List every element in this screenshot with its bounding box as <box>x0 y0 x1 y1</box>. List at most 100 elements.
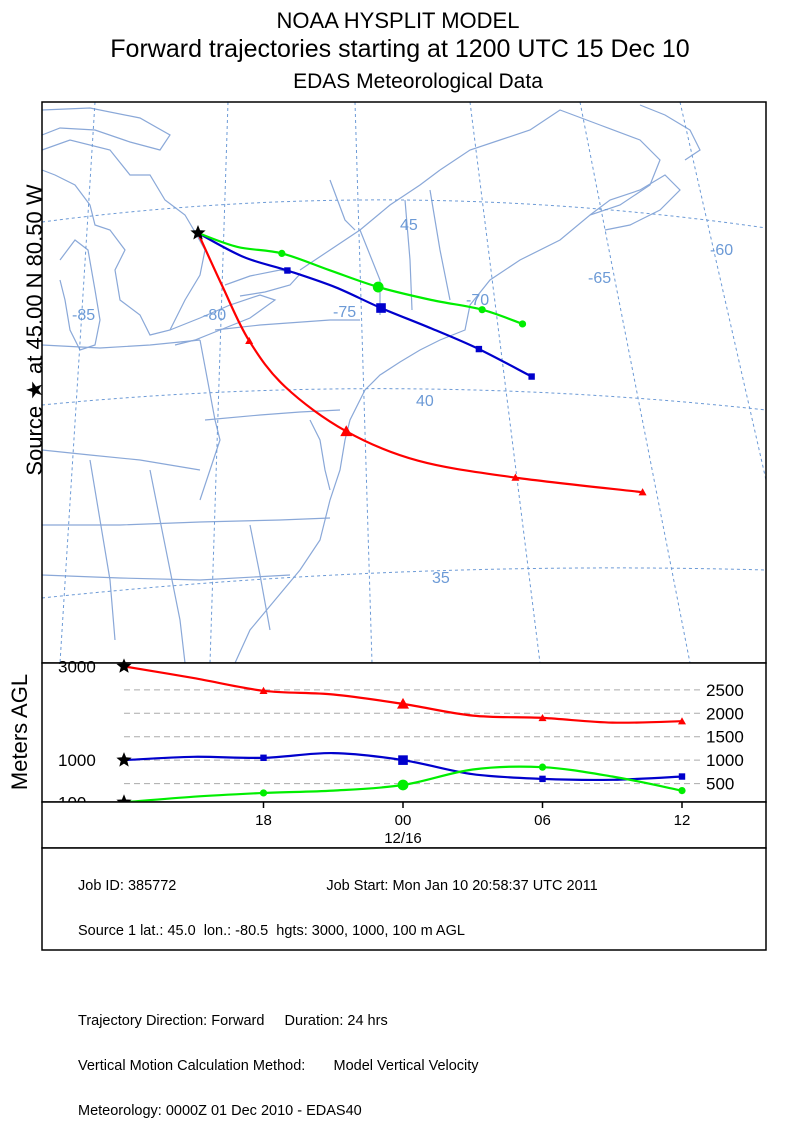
trajectory-chart: 45 40 35 -85 -80 -75 -70 -65 -60 2500 2000 1500 100… <box>41 101 767 951</box>
height-marker-2-8 <box>678 786 686 795</box>
lake-superior-outline <box>41 107 171 151</box>
height-start-star-icon <box>116 752 132 767</box>
height-marker-0-6 <box>538 713 547 722</box>
map-marker-2-4 <box>372 281 384 293</box>
vertical-motion-info-line: Vertical Motion Calculation Method: Mode… <box>78 1058 479 1074</box>
time-tick-12: 12 <box>674 812 691 829</box>
state-line-7 <box>41 574 291 581</box>
map-trajectories <box>190 225 647 496</box>
map-marker-0-6 <box>511 473 520 481</box>
map-boundaries <box>41 104 701 664</box>
state-line-12 <box>249 524 271 631</box>
height-panel: 250020001500100050030001000100 <box>41 657 767 812</box>
st-lawrence-outline <box>299 169 441 271</box>
lon-line-85 <box>59 101 96 664</box>
map-marker-2-6 <box>478 306 486 314</box>
map-trajectory-2 <box>197 231 523 325</box>
lon-label-85: -85 <box>72 307 95 324</box>
height-marker-2-4 <box>397 779 409 791</box>
map-marker-1-6 <box>475 345 483 353</box>
time-tick-labels: 18 00 06 12 12/16 <box>255 802 690 847</box>
state-line-3 <box>214 319 360 331</box>
height-start-star-icon <box>116 658 132 673</box>
state-line-4 <box>204 409 341 421</box>
height-marker-2-2 <box>259 789 268 797</box>
state-line-6 <box>42 517 331 526</box>
lat-line-40 <box>41 388 767 411</box>
right-tick-1000: 1000 <box>706 751 744 770</box>
lon-label-80: -80 <box>203 307 226 324</box>
height-marker-1-8 <box>678 773 686 780</box>
lon-label-75: -75 <box>333 304 356 321</box>
time-tick-06: 06 <box>534 812 551 829</box>
state-line-2 <box>199 339 221 501</box>
left-tick-3000: 3000 <box>58 657 96 676</box>
height-gridlines <box>124 689 700 785</box>
time-axis-panel: 18 00 06 12 12/16 <box>41 801 767 849</box>
lon-label-60: -60 <box>710 242 733 259</box>
source-star-icon <box>190 225 206 240</box>
atlantic-coastline <box>234 109 661 664</box>
job-start: Job Start: Mon Jan 10 20:58:37 UTC 2011 <box>326 878 598 894</box>
map-marker-0-4 <box>340 425 353 437</box>
height-marker-1-2 <box>260 754 267 761</box>
state-line-13 <box>89 459 116 641</box>
map-marker-1-7 <box>528 373 535 380</box>
height-marker-0-4 <box>397 697 409 709</box>
lon-line-60 <box>679 101 767 481</box>
right-tick-2500: 2500 <box>706 681 744 700</box>
lon-line-70 <box>469 101 541 664</box>
lake-erie-outline <box>169 294 277 346</box>
chesapeake-outline <box>309 419 331 491</box>
lake-michigan-outline <box>59 239 101 351</box>
height-axis-label: Meters AGL <box>7 673 32 791</box>
info-panel: Job ID: 385772 Job Start: Mon Jan 10 20:5… <box>78 849 598 1134</box>
map-marker-0-2 <box>245 336 254 345</box>
height-marker-1-6 <box>539 775 546 783</box>
map-graticule-labels: 45 40 35 -85 -80 -75 -70 -65 -60 <box>72 217 733 587</box>
lat-label-45: 45 <box>400 217 418 234</box>
height-marker-1-4 <box>398 755 408 765</box>
chart-subtitle: Forward trajectories starting at 1200 UT… <box>110 35 690 63</box>
provincial-line <box>329 179 356 231</box>
time-tick-18: 18 <box>255 812 272 829</box>
chart-title: NOAA HYSPLIT MODEL <box>276 8 520 33</box>
info-panel-frame <box>41 847 767 951</box>
job-id: Job ID: 385772 <box>78 878 177 894</box>
lat-line-45 <box>41 199 767 229</box>
source-info-line: Source 1 lat.: 45.0 lon.: -80.5 hgts: 30… <box>78 923 465 939</box>
meteorology-info-line: Meteorology: 0000Z 01 Dec 2010 - EDAS40 <box>78 1103 362 1119</box>
map-trajectory-1 <box>197 232 533 378</box>
lat-label-35: 35 <box>432 570 450 587</box>
lon-label-65: -65 <box>588 270 611 287</box>
state-line-10 <box>429 189 451 301</box>
right-tick-1500: 1500 <box>706 728 744 747</box>
direction-info-line: Trajectory Direction: Forward Duration: … <box>78 1013 388 1029</box>
meteorological-data-label: EDAS Meteorological Data <box>293 70 543 93</box>
job-info-line: Job ID: 385772 Job Start: Mon Jan 10 20:5… <box>78 879 598 894</box>
height-marker-2-6 <box>538 763 547 771</box>
lat-line-35 <box>41 567 767 599</box>
newfoundland-outline <box>639 104 701 161</box>
map-marker-2-2 <box>278 249 286 257</box>
map-marker-1-2 <box>284 267 291 274</box>
left-tick-1000: 1000 <box>58 751 96 770</box>
state-line-1 <box>41 339 201 349</box>
time-tick-00: 00 <box>395 812 412 829</box>
state-line-11 <box>149 469 186 664</box>
lat-label-40: 40 <box>416 393 434 410</box>
map-graticule <box>41 101 767 664</box>
right-tick-2000: 2000 <box>706 704 744 723</box>
state-line-5 <box>41 449 201 471</box>
lon-label-70: -70 <box>466 292 489 309</box>
map-marker-1-4 <box>376 303 386 313</box>
date-label: 12/16 <box>384 830 422 847</box>
state-line-9 <box>404 199 413 311</box>
map-marker-2-7 <box>518 320 527 328</box>
height-marker-0-2 <box>259 686 268 694</box>
height-tick-labels: 250020001500100050030001000100 <box>58 657 744 812</box>
map-panel: 45 40 35 -85 -80 -75 -70 -65 -60 <box>41 101 767 664</box>
nova-scotia-outline <box>589 174 681 231</box>
height-trajectories <box>116 658 686 809</box>
map-marker-0-7 <box>638 488 647 496</box>
